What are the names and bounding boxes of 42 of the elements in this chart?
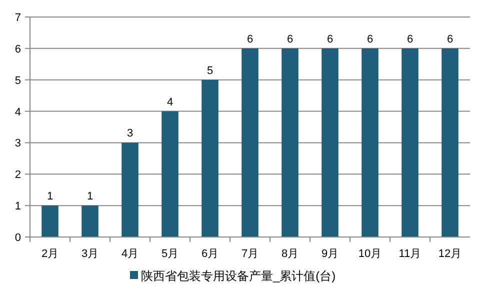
bar <box>242 48 258 237</box>
data-label: 5 <box>206 64 214 77</box>
x-tick-label: 7月 <box>241 248 259 260</box>
data-label: 6 <box>246 33 254 46</box>
bar <box>362 48 378 237</box>
x-tick-label: 9月 <box>321 248 339 260</box>
bar <box>162 111 178 237</box>
data-label: 6 <box>406 33 414 46</box>
x-tick-label: 8月 <box>281 248 299 260</box>
data-label: 6 <box>446 33 454 46</box>
x-tick-label: 4月 <box>121 248 139 260</box>
data-label: 6 <box>286 33 294 46</box>
data-label: 3 <box>126 128 134 140</box>
bar <box>42 206 58 237</box>
bar <box>282 48 298 237</box>
bar <box>202 80 218 237</box>
x-tick-label: 11月 <box>398 248 422 260</box>
x-tick-label: 5月 <box>161 248 179 260</box>
x-tick-label: 3月 <box>81 248 99 260</box>
bar <box>82 206 98 237</box>
x-tick-label: 2月 <box>41 248 59 260</box>
data-label: 1 <box>86 190 94 203</box>
bar <box>122 142 138 237</box>
data-label: 6 <box>326 33 334 46</box>
y-tick-label: 0 <box>14 232 21 244</box>
bar <box>402 48 418 237</box>
y-tick-label: 7 <box>14 12 21 24</box>
x-tick-label: 10月 <box>358 248 382 260</box>
x-tick-label: 12月 <box>438 248 462 260</box>
x-tick-label: 6月 <box>201 248 219 260</box>
bar <box>442 48 458 237</box>
legend-label: 陕西省包装专用设备产量_累计值(台) <box>141 269 336 283</box>
data-label: 6 <box>366 33 374 46</box>
bar <box>322 48 338 237</box>
y-tick-label: 4 <box>14 106 21 118</box>
data-label: 4 <box>166 96 174 108</box>
data-label: 1 <box>46 190 54 203</box>
y-tick-label: 2 <box>14 169 21 182</box>
y-tick-label: 6 <box>14 43 21 56</box>
y-tick-label: 3 <box>14 138 21 150</box>
y-tick-label: 5 <box>14 74 21 87</box>
y-tick-label: 1 <box>14 200 21 213</box>
